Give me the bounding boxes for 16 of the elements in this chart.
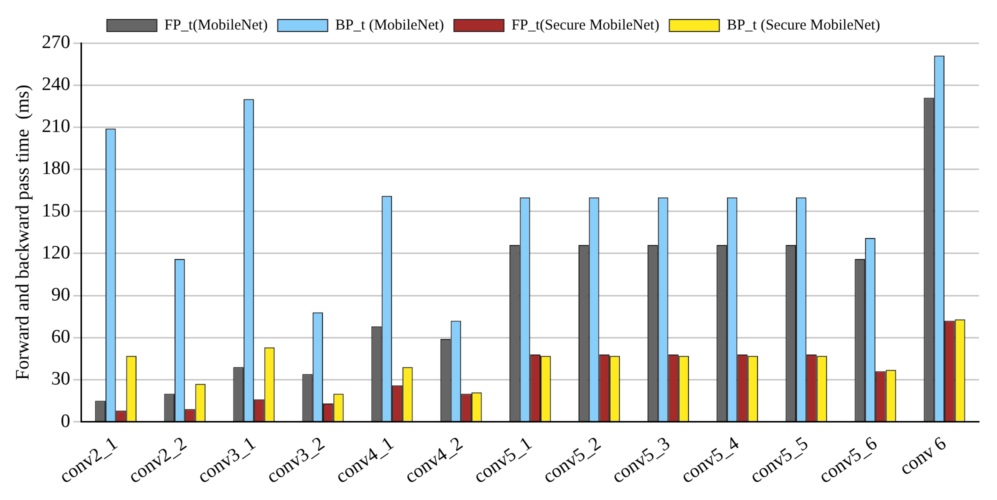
y-axis-title: Forward and backward pass time (ms)	[12, 84, 34, 380]
y-tick-label: 30	[51, 368, 70, 390]
y-tick-label: 90	[51, 284, 70, 306]
legend-label: FP_t(Secure MobileNet)	[511, 17, 660, 34]
legend-label: FP_t(MobileNet)	[164, 17, 268, 34]
y-tick-label: 240	[42, 74, 70, 96]
y-tick-label: 180	[42, 158, 70, 180]
y-tick-label: 150	[42, 200, 70, 222]
y-tick-label: 270	[42, 32, 70, 53]
y-tick-label: 120	[42, 242, 70, 264]
y-tick-label: 0	[60, 410, 70, 432]
legend-label: BP_t (MobileNet)	[335, 17, 444, 34]
x-tick-label: conv 6	[896, 433, 950, 480]
legend-label: BP_t (Secure MobileNet)	[726, 17, 880, 34]
y-tick-label: 210	[42, 116, 70, 138]
y-tick-label: 60	[51, 326, 70, 348]
